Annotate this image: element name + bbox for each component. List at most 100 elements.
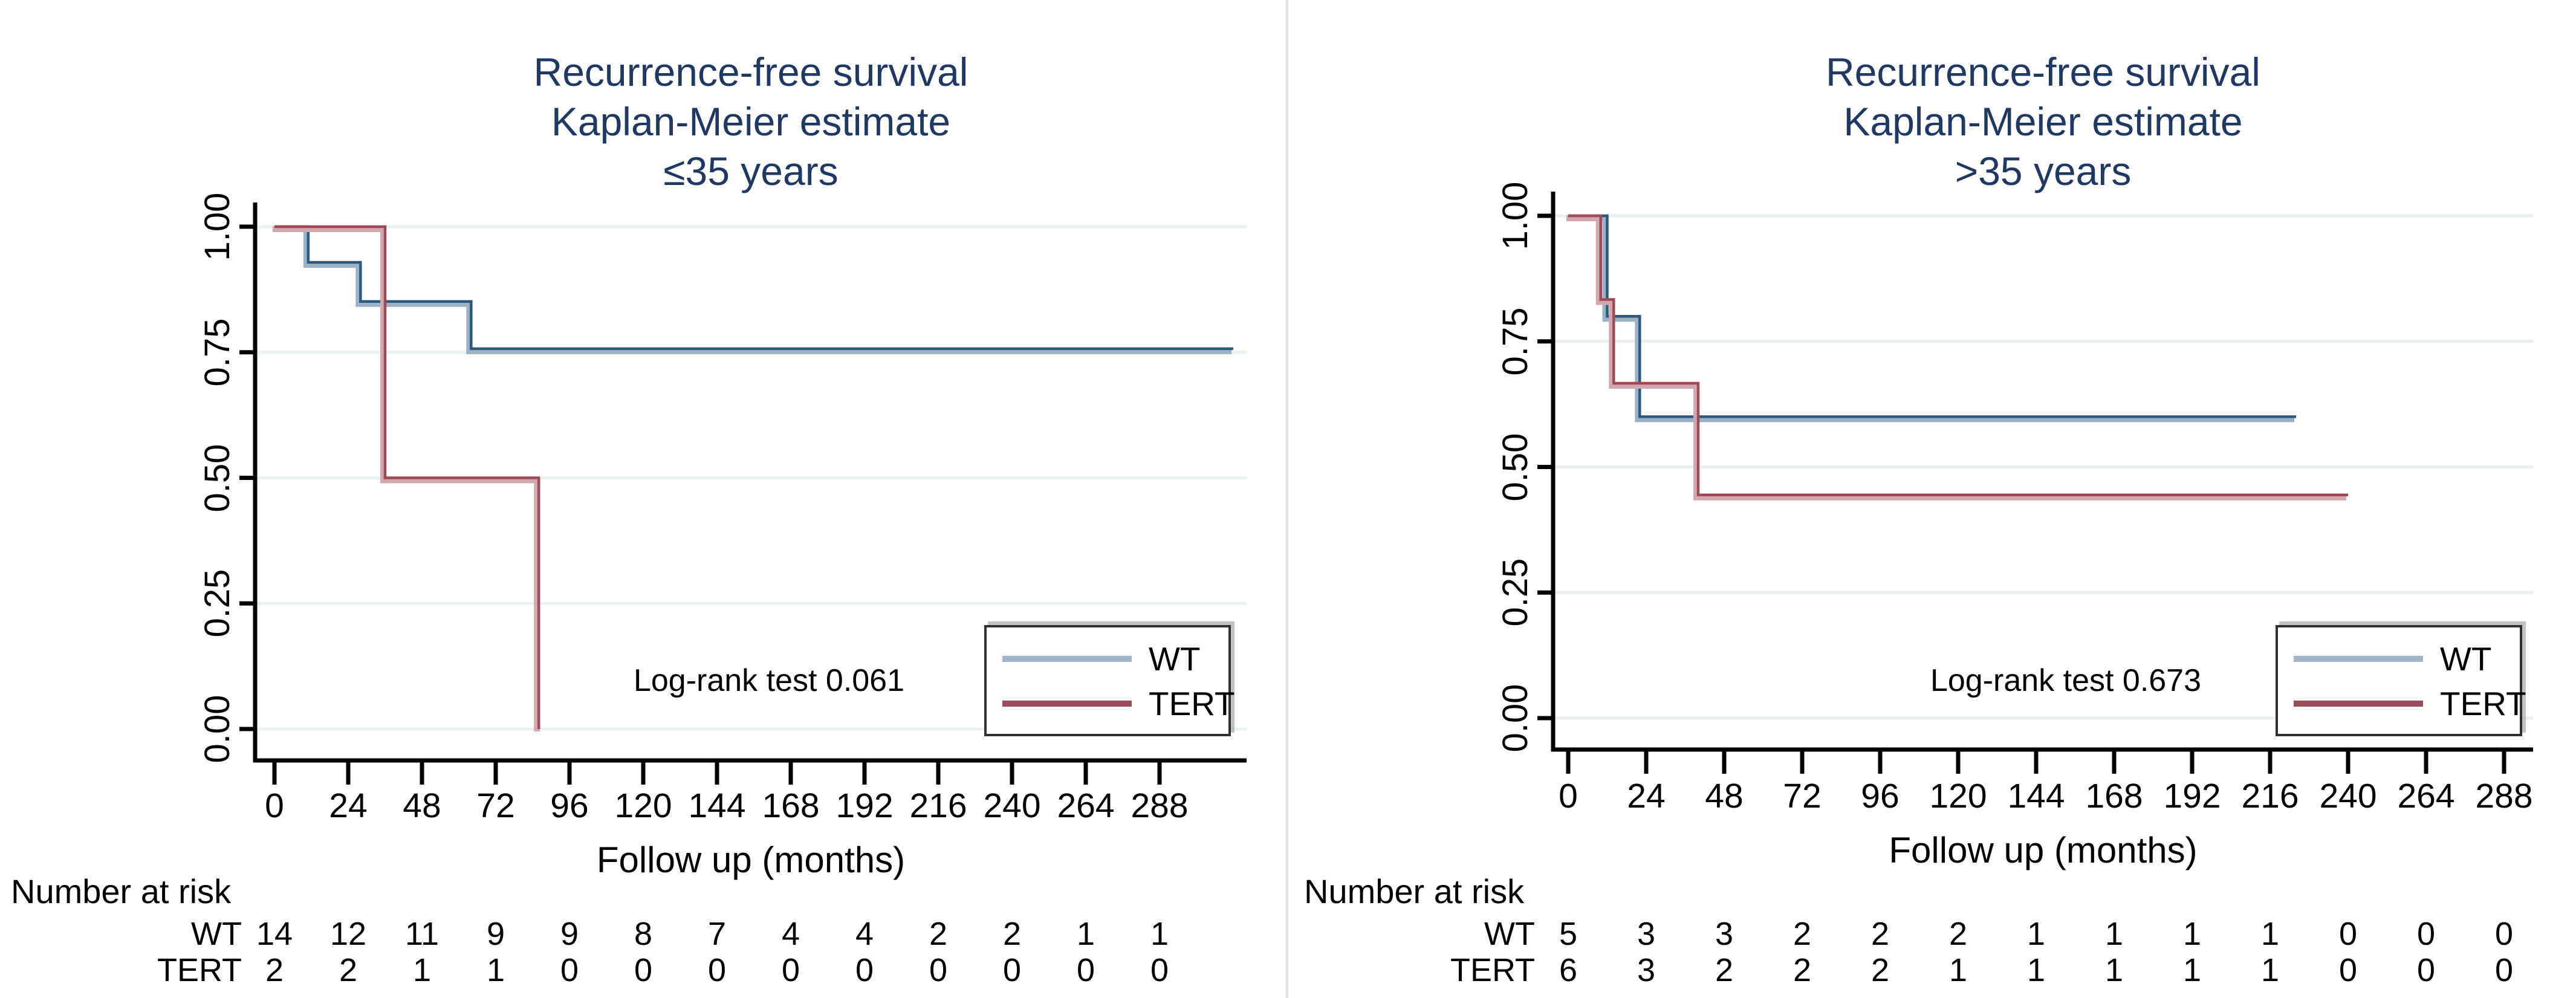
risk-value: 1: [2182, 916, 2202, 952]
x-tick-label: 264: [1057, 786, 1115, 825]
tert-legend-swatch: [2294, 701, 2423, 707]
risk-value: 0: [560, 952, 579, 988]
y-tick-label: 0.75: [1496, 307, 1535, 376]
x-tick-label: 192: [835, 786, 894, 825]
risk-value: 1: [2026, 952, 2046, 988]
x-tick-label: 72: [476, 786, 515, 825]
wt-legend-label: WT: [1149, 640, 1201, 678]
wt-curve-halo: [1566, 215, 2294, 423]
risk-value: 2: [1948, 916, 1968, 952]
wt-legend-swatch: [1002, 656, 1132, 662]
risk-value: 2: [929, 916, 948, 952]
chart-title-line1: Recurrence-free survival: [1826, 50, 2260, 94]
risk-value: 0: [2338, 952, 2358, 988]
y-tick-label: 0.75: [198, 318, 237, 387]
y-tick-label: 0.00: [1496, 684, 1535, 753]
risk-value: 1: [1150, 916, 1169, 952]
x-tick-label: 240: [983, 786, 1041, 825]
risk-value: 3: [1715, 916, 1734, 952]
risk-value: 0: [2416, 952, 2436, 988]
tert-curve: [274, 225, 540, 729]
risk-value: 0: [2338, 916, 2358, 952]
x-tick-label: 144: [688, 786, 746, 825]
legend-row-wt: WT: [2278, 641, 2520, 677]
risk-value: 0: [1002, 952, 1022, 988]
x-tick-label: 240: [2319, 777, 2377, 815]
x-tick-label: 48: [1705, 777, 1744, 815]
legend: WT TERT: [2276, 625, 2526, 736]
legend-row-tert: TERT: [2278, 685, 2526, 722]
tert-curve-halo: [1566, 215, 2346, 501]
tert-legend-label: TERT: [1149, 685, 1235, 722]
tert-legend-swatch: [1002, 701, 1132, 707]
chart-title-line2: Kaplan-Meier estimate: [1843, 99, 2243, 144]
risk-value: 3: [1637, 916, 1656, 952]
risk-value: 1: [2026, 916, 2046, 952]
x-tick-label: 120: [614, 786, 672, 825]
y-tick-label: 1.00: [198, 192, 237, 261]
x-tick-label: 264: [2397, 777, 2455, 815]
y-tick-label: 0.50: [198, 444, 237, 512]
risk-value: 11: [404, 916, 440, 952]
chart-title-line2: Kaplan-Meier estimate: [551, 99, 951, 144]
risk-value: 0: [2494, 952, 2514, 988]
risk-value: 1: [412, 952, 432, 988]
risk-value: 4: [781, 916, 800, 952]
risk-value: 2: [265, 952, 284, 988]
risk-value: 9: [560, 916, 579, 952]
y-tick-label: 0.25: [1496, 558, 1535, 627]
x-tick-label: 0: [265, 786, 284, 825]
chart-title-line1: Recurrence-free survival: [533, 50, 968, 94]
number-at-risk-title: Number at risk: [1304, 872, 1525, 910]
chart-title: Recurrence-free survival Kaplan-Meier es…: [146, 47, 1355, 196]
risk-value: 2: [1715, 952, 1734, 988]
risk-value: 1: [2182, 952, 2202, 988]
risk-value: 2: [1002, 916, 1022, 952]
risk-value: 14: [256, 916, 293, 952]
wt-curve-halo: [273, 226, 1231, 354]
x-axis-label: Follow up (months): [596, 840, 906, 880]
x-tick-label: 24: [329, 786, 368, 825]
risk-value: 0: [1076, 952, 1095, 988]
wt-curve: [274, 225, 1233, 351]
risk-value: 1: [2104, 916, 2124, 952]
tert-curve: [1568, 214, 2348, 496]
risk-value: 2: [1792, 952, 1812, 988]
chart-title-line3: >35 years: [1955, 149, 2132, 193]
wt-legend-label: WT: [2440, 640, 2492, 678]
risk-value: 12: [329, 916, 367, 952]
x-tick-label: 96: [550, 786, 589, 825]
risk-value: 2: [1870, 916, 1890, 952]
x-tick-label: 168: [2085, 777, 2143, 815]
x-tick-label: 144: [2007, 777, 2065, 815]
km-panel-over-35: Recurrence-free survival Kaplan-Meier es…: [1288, 0, 2576, 998]
risk-value: 0: [855, 952, 874, 988]
risk-value: 6: [1559, 952, 1578, 988]
risk-value: 9: [486, 916, 505, 952]
y-tick-label: 1.00: [1496, 181, 1535, 250]
log-rank-annotation: Log-rank test 0.061: [633, 663, 905, 698]
risk-value: 0: [1150, 952, 1169, 988]
x-tick-label: 0: [1559, 777, 1578, 815]
panel-divider: [1286, 0, 1288, 998]
x-tick-label: 288: [1131, 786, 1189, 825]
risk-value: 2: [339, 952, 358, 988]
x-tick-label: 96: [1861, 777, 1900, 815]
risk-value: 8: [634, 916, 653, 952]
risk-value: 0: [707, 952, 727, 988]
x-tick-label: 288: [2475, 777, 2533, 815]
wt-legend-swatch: [2294, 656, 2423, 662]
risk-value: 1: [1076, 916, 1095, 952]
risk-value: 1: [2260, 916, 2280, 952]
risk-value: 1: [486, 952, 505, 988]
x-tick-label: 24: [1627, 777, 1666, 815]
risk-value: 0: [2416, 916, 2436, 952]
x-tick-label: 120: [1929, 777, 1987, 815]
log-rank-annotation: Log-rank test 0.673: [1930, 663, 2202, 698]
risk-value: 3: [1637, 952, 1656, 988]
risk-value: 0: [929, 952, 948, 988]
x-tick-label: 48: [403, 786, 441, 825]
risk-value: 0: [2494, 916, 2514, 952]
risk-value: 0: [781, 952, 800, 988]
